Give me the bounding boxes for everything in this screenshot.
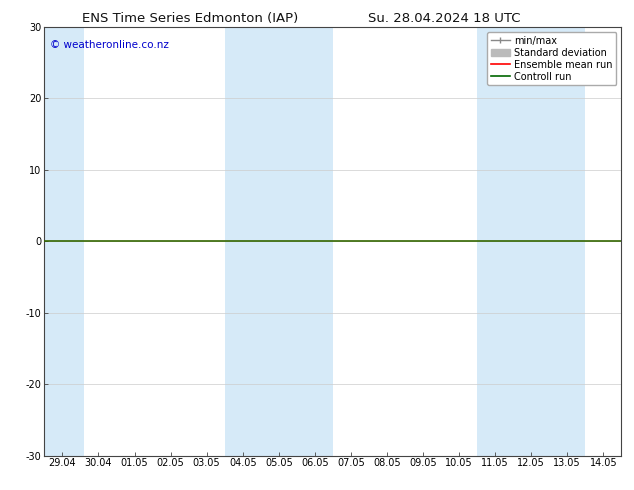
Text: © weatheronline.co.nz: © weatheronline.co.nz — [50, 40, 169, 50]
Text: Su. 28.04.2024 18 UTC: Su. 28.04.2024 18 UTC — [368, 12, 520, 25]
Legend: min/max, Standard deviation, Ensemble mean run, Controll run: min/max, Standard deviation, Ensemble me… — [487, 32, 616, 85]
Bar — [224, 27, 333, 456]
Bar — [477, 27, 585, 456]
Text: ENS Time Series Edmonton (IAP): ENS Time Series Edmonton (IAP) — [82, 12, 299, 25]
Bar — [44, 27, 84, 456]
